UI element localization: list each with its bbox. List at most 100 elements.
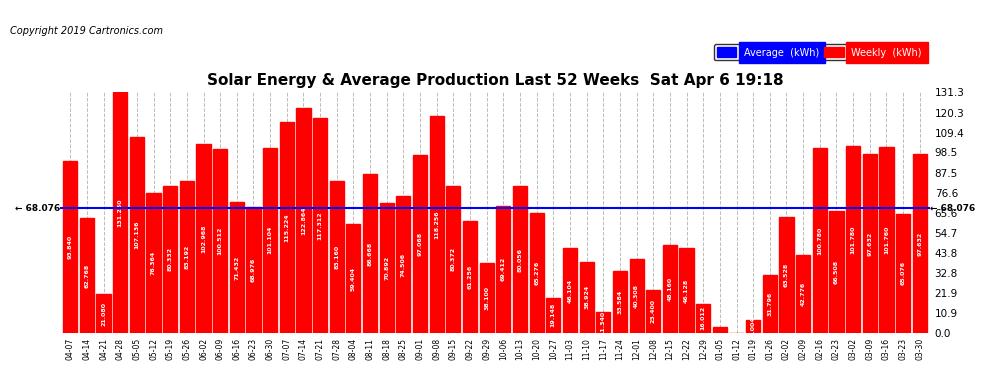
Text: 100.780: 100.780 [818,226,823,255]
Bar [913,154,927,333]
Text: 61.256: 61.256 [467,265,472,289]
Text: 38.924: 38.924 [584,285,589,309]
Text: 118.256: 118.256 [435,210,440,239]
Text: 46.104: 46.104 [567,279,572,303]
Text: 117.312: 117.312 [318,211,323,240]
Text: 97.632: 97.632 [867,231,872,256]
Bar [163,186,177,333]
Text: ← 68.076: ← 68.076 [930,204,975,213]
Text: 68.976: 68.976 [251,258,256,282]
Text: 115.224: 115.224 [284,213,289,242]
Text: 7.004: 7.004 [750,316,755,336]
Text: 66.508: 66.508 [834,260,839,284]
Text: 62.768: 62.768 [84,263,89,288]
Text: 101.780: 101.780 [850,225,855,254]
Bar [546,298,560,333]
Text: 63.528: 63.528 [784,262,789,287]
Bar [496,206,511,333]
Bar [63,161,77,333]
Bar [113,93,128,333]
Bar [830,211,843,333]
Bar [313,118,327,333]
Text: 97.068: 97.068 [418,232,423,256]
Bar [80,218,94,333]
Text: 42.776: 42.776 [801,282,806,306]
Bar [196,144,211,333]
Bar [180,180,194,333]
Text: 31.796: 31.796 [767,292,772,316]
Text: 11.340: 11.340 [601,310,606,334]
Text: 74.506: 74.506 [401,253,406,277]
Text: 101.760: 101.760 [884,225,889,254]
Bar [762,274,777,333]
Bar [430,116,444,333]
Text: 93.840: 93.840 [67,235,72,259]
Text: 131.280: 131.280 [118,198,123,227]
Text: 83.192: 83.192 [184,244,189,269]
Bar [779,216,794,333]
Bar [263,148,277,333]
Bar [330,181,344,333]
Bar [96,294,111,333]
Text: 40.308: 40.308 [634,284,640,308]
Bar [247,207,260,333]
Bar [679,248,694,333]
Text: 80.056: 80.056 [518,248,523,272]
Bar [846,147,860,333]
Bar [879,147,894,333]
Bar [613,272,627,333]
Bar [230,202,244,333]
Text: 102.968: 102.968 [201,224,206,253]
Text: 122.864: 122.864 [301,206,306,235]
Bar [663,244,677,333]
Bar [596,312,611,333]
Text: 46.128: 46.128 [684,279,689,303]
Text: 16.012: 16.012 [701,306,706,330]
Text: 69.412: 69.412 [501,257,506,282]
Bar [696,304,710,333]
Text: 33.584: 33.584 [618,290,623,314]
Bar [346,224,360,333]
Text: 23.400: 23.400 [650,300,655,324]
Text: 97.632: 97.632 [918,231,923,256]
Bar [446,186,460,333]
Bar [813,148,827,333]
Bar [213,149,228,333]
Text: 86.668: 86.668 [367,242,372,266]
Title: Solar Energy & Average Production Last 52 Weeks  Sat Apr 6 19:18: Solar Energy & Average Production Last 5… [207,74,783,88]
Bar [363,174,377,333]
Text: ← 68.076: ← 68.076 [15,204,60,213]
Bar [796,255,810,333]
Text: 21.080: 21.080 [101,302,106,326]
Text: 71.432: 71.432 [235,255,240,280]
Bar [646,290,660,333]
Text: 76.364: 76.364 [151,251,156,275]
Text: 107.136: 107.136 [135,220,140,249]
Text: 80.332: 80.332 [167,247,172,272]
Bar [463,221,477,333]
Bar [862,154,877,333]
Text: 100.512: 100.512 [218,226,223,255]
Bar [296,108,311,333]
Bar [630,259,644,333]
Bar [563,249,577,333]
Text: 101.104: 101.104 [267,226,272,255]
Text: Copyright 2019 Cartronics.com: Copyright 2019 Cartronics.com [10,26,163,36]
Bar [130,136,144,333]
Text: 65.276: 65.276 [535,261,540,285]
Bar [479,263,494,333]
Bar [746,320,760,333]
Bar [896,214,910,333]
Bar [579,262,594,333]
Text: 48.160: 48.160 [667,277,672,301]
Text: 38.100: 38.100 [484,286,489,310]
Text: 83.160: 83.160 [335,244,340,269]
Text: 19.148: 19.148 [550,303,555,327]
Bar [396,196,411,333]
Bar [530,213,544,333]
Text: 70.892: 70.892 [384,256,389,280]
Bar [280,122,294,333]
Text: 65.076: 65.076 [901,261,906,285]
Text: 80.372: 80.372 [450,247,455,272]
Bar [513,186,527,333]
